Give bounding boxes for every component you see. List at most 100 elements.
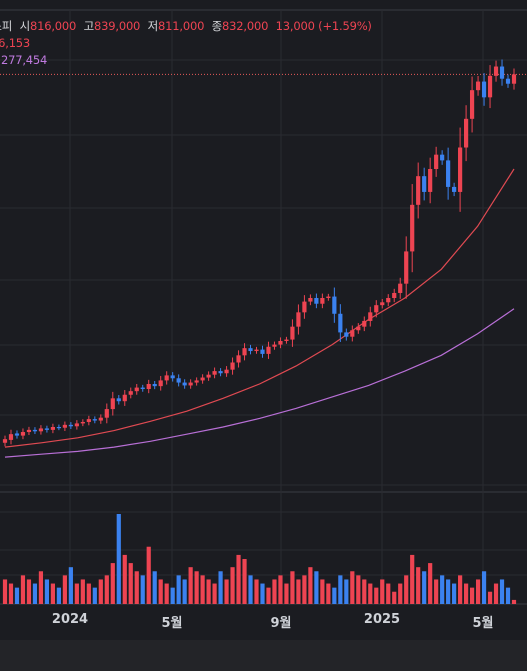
close-label: 종: [211, 19, 223, 33]
bottom-toolbar: [0, 640, 527, 671]
volume-bar: [356, 575, 361, 604]
candle-body: [374, 305, 379, 313]
volume-bar: [314, 571, 319, 604]
candle-body: [296, 312, 301, 327]
candle-body: [158, 380, 163, 387]
candle-body: [284, 339, 289, 341]
volume-bar: [152, 571, 157, 604]
volume-bar: [463, 583, 469, 604]
ma-short-line: [4, 168, 515, 448]
volume-bar: [44, 579, 50, 604]
volume-bar: [68, 567, 73, 604]
candle-body: [428, 169, 433, 192]
candle-body: [272, 344, 277, 347]
x-tick-label: 9월: [270, 616, 292, 631]
volume-bar: [170, 587, 175, 604]
volume-bar: [224, 579, 229, 604]
candle-body: [463, 118, 469, 148]
volume-bar: [302, 575, 307, 604]
volume-bar: [248, 575, 253, 604]
candle-body: [14, 433, 20, 436]
candle-body: [469, 90, 475, 119]
candle-body: [80, 421, 85, 424]
volume-bar: [475, 579, 481, 604]
candle-body: [344, 332, 349, 337]
volume-bar: [469, 587, 475, 604]
candle-body: [98, 417, 103, 421]
change-value: 13,000 (+1.59%): [275, 19, 372, 33]
low-label: 저: [147, 19, 159, 33]
volume-bar: [416, 567, 421, 604]
volume-bar: [176, 575, 181, 604]
candle-body: [62, 424, 67, 428]
candle-body: [74, 423, 79, 427]
candle-body: [104, 409, 109, 418]
open-value: 816,000: [30, 19, 77, 33]
ma-short-legend: 26,153: [0, 36, 30, 50]
volume-bar: [86, 583, 91, 604]
volume-bar: [230, 567, 235, 604]
ma-long-value: 277,454: [1, 53, 48, 67]
volume-bar: [56, 587, 61, 604]
volume-bar: [128, 563, 133, 604]
candle-body: [86, 419, 91, 422]
candle-body: [332, 296, 337, 314]
volume-bar: [104, 575, 109, 604]
volume-bar: [134, 571, 139, 604]
candle-body: [236, 355, 241, 363]
volume-bar: [272, 579, 277, 604]
volume-bar: [505, 587, 511, 604]
candle-body: [92, 419, 97, 421]
volume-bar: [374, 587, 379, 604]
volume-bar: [26, 579, 32, 604]
volume-bar: [14, 587, 20, 604]
candle-body: [164, 375, 169, 381]
x-tick-label: 2025: [363, 612, 401, 627]
volume-bar: [368, 583, 373, 604]
x-tick-label: 2024: [51, 612, 89, 627]
volume-bar: [493, 583, 499, 604]
volume-bar: [320, 579, 325, 604]
volume-bar: [458, 575, 463, 604]
candle-body: [2, 439, 8, 443]
candle-body: [26, 429, 32, 433]
high-value: 839,000: [94, 19, 141, 33]
candle-body: [380, 302, 385, 306]
candle-body: [188, 382, 193, 386]
candle-body: [290, 326, 295, 340]
volume-bar: [404, 575, 409, 604]
candlestick-chart: [0, 9, 527, 605]
ma-short-value: 26,153: [0, 36, 31, 50]
candle-body: [32, 429, 38, 432]
candle-body: [481, 81, 487, 98]
candle-body: [368, 312, 373, 321]
candle-body: [152, 384, 157, 387]
volume-bar: [50, 583, 56, 604]
volume-bar: [20, 575, 26, 604]
candle-body: [20, 432, 26, 436]
volume-bar: [218, 571, 223, 604]
high-label: 고: [83, 19, 95, 33]
volume-bar: [362, 579, 367, 604]
x-tick-label: 5월: [472, 616, 494, 631]
candle-body: [422, 176, 427, 192]
volume-bar: [164, 583, 169, 604]
candle-body: [398, 283, 403, 293]
volume-bar: [74, 583, 79, 604]
volume-bar: [122, 554, 127, 604]
volume-bar: [254, 579, 259, 604]
volume-bar: [410, 554, 415, 604]
candle-body: [218, 371, 223, 374]
candle-body: [320, 298, 325, 304]
volume-bar: [392, 591, 397, 604]
volume-bar: [266, 587, 271, 604]
volume-bar: [290, 571, 295, 604]
volume-bar: [62, 575, 67, 604]
candle-body: [440, 154, 445, 161]
candle-body: [266, 346, 271, 354]
candle-body: [248, 348, 253, 352]
volume-bar: [446, 579, 451, 604]
candle-body: [254, 349, 259, 352]
candle-body: [212, 371, 217, 375]
volume-bar: [8, 583, 14, 604]
